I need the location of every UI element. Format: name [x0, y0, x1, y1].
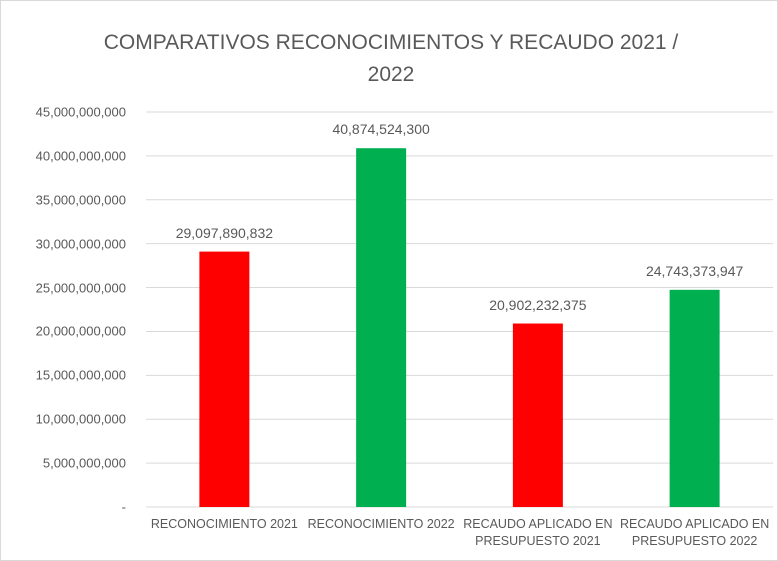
- bar: [356, 148, 407, 507]
- x-tick-label: RECONOCIMIENTO 2021: [150, 517, 298, 531]
- y-tick-label: 10,000,000,000: [35, 411, 126, 427]
- bar: [199, 251, 250, 507]
- y-tick-label: 5,000,000,000: [42, 455, 126, 471]
- chart-title: COMPARATIVOS RECONOCIMIENTOS Y RECAUDO 2…: [103, 31, 679, 86]
- y-tick-label: 45,000,000,000: [35, 104, 126, 120]
- y-tick-label: 15,000,000,000: [35, 367, 126, 383]
- data-label: 20,902,232,375: [489, 296, 587, 313]
- data-label: 24,743,373,947: [645, 262, 744, 279]
- bar: [512, 323, 563, 507]
- data-label: 40,874,524,300: [332, 121, 430, 138]
- data-label: 29,097,890,832: [175, 224, 274, 241]
- y-tick-label: -: [121, 499, 126, 515]
- y-tick-label: 25,000,000,000: [35, 280, 126, 296]
- bar: [669, 289, 720, 507]
- y-tick-label: 40,000,000,000: [35, 148, 126, 164]
- y-tick-label: 20,000,000,000: [35, 323, 126, 339]
- x-tick-label: RECAUDO APLICADO EN PRESUPUESTO 2022: [619, 517, 770, 548]
- y-tick-label: 30,000,000,000: [35, 236, 126, 252]
- y-tick-label: 35,000,000,000: [35, 192, 126, 208]
- x-tick-label: RECONOCIMIENTO 2022: [307, 517, 455, 531]
- x-tick-label: RECAUDO APLICADO EN PRESUPUESTO 2021: [463, 517, 613, 548]
